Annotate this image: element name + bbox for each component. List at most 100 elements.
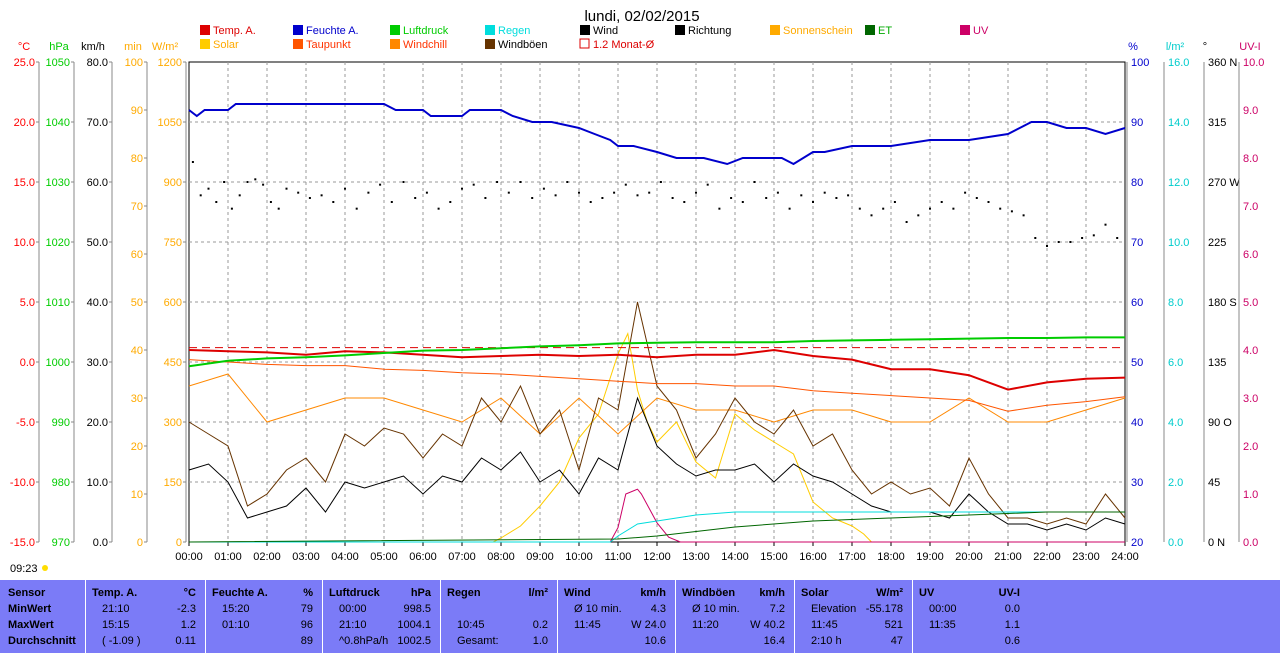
left-axis-tick: 70.0 xyxy=(87,117,108,129)
summary-cell-label: Elevation xyxy=(811,603,857,615)
direction-point xyxy=(964,191,967,194)
direction-point xyxy=(1034,237,1037,239)
summary-cell-label: ^0.8hPa/h xyxy=(339,635,389,647)
direction-point xyxy=(812,201,814,203)
direction-point xyxy=(671,197,674,199)
legend-item: 1.2 Monat-Ø xyxy=(579,38,655,51)
direction-point xyxy=(1057,241,1060,243)
summary-divider xyxy=(912,580,913,653)
summary-cell-value: 0.0 xyxy=(1004,603,1020,615)
summary-divider xyxy=(440,580,441,653)
direction-point xyxy=(835,197,838,199)
series-uv xyxy=(189,488,1125,543)
direction-point xyxy=(870,214,873,217)
summary-cell-label: 15:20 xyxy=(222,603,250,615)
left-axis-tick: 20 xyxy=(131,441,143,453)
summary-cell-value: -2.3 xyxy=(177,603,196,615)
direction-point xyxy=(601,197,604,199)
legend-swatch xyxy=(390,39,400,49)
chart-title: lundi, 02/02/2015 xyxy=(584,8,699,25)
left-axis-tick: 20.0 xyxy=(14,117,35,129)
summary-col-name: Feuchte A. xyxy=(212,587,268,599)
direction-point xyxy=(648,191,651,194)
x-tick-label: 10:00 xyxy=(565,551,593,563)
direction-point xyxy=(788,207,791,210)
left-axis-name: min xyxy=(124,41,142,53)
legend-label: Sonnenschein xyxy=(783,25,853,37)
summary-cell-value: 16.4 xyxy=(763,635,785,647)
series-luftdruck xyxy=(188,336,1125,368)
series-solar xyxy=(189,331,1125,543)
direction-point xyxy=(379,183,382,186)
direction-point xyxy=(554,194,557,197)
chart-grid xyxy=(188,61,1126,543)
series-windchill xyxy=(188,373,1126,435)
left-axis-tick: 750 xyxy=(164,237,182,249)
legend-label: UV xyxy=(973,25,989,37)
direction-point xyxy=(730,197,733,199)
left-axis-tick: 20.0 xyxy=(87,417,108,429)
legend-swatch xyxy=(675,25,685,35)
direction-point xyxy=(344,187,346,190)
chart-series xyxy=(188,103,1126,543)
legend-label: Temp. A. xyxy=(213,25,256,37)
summary-col-name: Solar xyxy=(801,587,829,599)
x-tick-label: 01:00 xyxy=(214,551,242,563)
legend-item: Windchill xyxy=(390,39,447,51)
left-axis-tick: 1000 xyxy=(46,357,70,369)
direction-point xyxy=(589,201,592,203)
right-axis-tick: 45 xyxy=(1208,477,1220,489)
direction-point xyxy=(1092,234,1095,237)
right-axis-tick: 8.0 xyxy=(1243,153,1258,165)
direction-point xyxy=(230,207,233,210)
direction-point xyxy=(507,191,510,194)
series-temp-a- xyxy=(188,348,1126,391)
left-axis-tick: -15.0 xyxy=(10,537,35,549)
summary-col-unit: l/m² xyxy=(528,587,548,599)
direction-point xyxy=(437,207,440,210)
direction-point xyxy=(882,207,885,210)
left-axis-tick: 900 xyxy=(164,177,182,189)
direction-point xyxy=(1104,223,1107,226)
right-axis-tick: 90 O xyxy=(1208,417,1232,429)
direction-point xyxy=(461,187,463,190)
summary-cell-label: 21:10 xyxy=(339,619,367,631)
direction-point xyxy=(519,181,522,183)
summary-row-label: MinWert xyxy=(8,603,52,615)
right-axis-name: l/m² xyxy=(1166,41,1185,53)
summary-cell-value: W 24.0 xyxy=(631,619,666,631)
summary-cell-value: 998.5 xyxy=(403,603,431,615)
summary-cell-label: 11:45 xyxy=(811,619,838,631)
direction-point xyxy=(1081,237,1084,239)
legend-item: Solar xyxy=(200,39,239,51)
summary-cell-label: 01:10 xyxy=(222,619,250,631)
legend-item: Luftdruck xyxy=(390,25,449,37)
summary-panel: Sensor MinWert MaxWert Durchschnitt Temp. A.… xyxy=(0,580,1280,653)
legend-item: Taupunkt xyxy=(293,39,351,51)
direction-point xyxy=(929,207,931,210)
left-axis-tick: 0.0 xyxy=(93,537,108,549)
time-note: 09:23 xyxy=(10,563,38,575)
summary-col-unit: W/m² xyxy=(876,587,903,599)
left-axis-name: km/h xyxy=(81,41,105,53)
summary-divider xyxy=(85,580,86,653)
right-axis-tick: 10.0 xyxy=(1168,237,1189,249)
summary-cell-label: ( -1.09 ) xyxy=(102,635,141,647)
right-axis-tick: 0.0 xyxy=(1243,537,1258,549)
left-axis-tick: 970 xyxy=(52,537,70,549)
right-axis-tick: 0.0 xyxy=(1168,537,1183,549)
direction-point xyxy=(402,181,405,183)
right-axis-tick: 30 xyxy=(1131,477,1143,489)
x-tick-label: 07:00 xyxy=(448,551,476,563)
left-axis-name: hPa xyxy=(49,41,69,53)
direction-point xyxy=(975,197,978,199)
left-axis-tick: 990 xyxy=(52,417,70,429)
legend-label: Taupunkt xyxy=(306,39,351,51)
chart-axes: 00:00 01:00 02:00 03:00 04:00 05:00 06:00 07:00… xyxy=(10,41,1265,563)
left-axis-tick: 50 xyxy=(131,297,143,309)
direction-point xyxy=(332,201,335,203)
right-axis-tick: 3.0 xyxy=(1243,393,1258,405)
legend-item: Feuchte A. xyxy=(293,25,359,37)
summary-divider xyxy=(557,580,558,653)
legend-label: Luftdruck xyxy=(403,25,449,37)
